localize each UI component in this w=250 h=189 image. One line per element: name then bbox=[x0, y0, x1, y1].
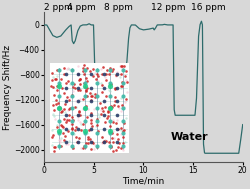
Text: 16 ppm: 16 ppm bbox=[190, 3, 224, 12]
Text: 12 ppm: 12 ppm bbox=[150, 3, 185, 12]
Y-axis label: Frequency Shift/Hz: Frequency Shift/Hz bbox=[4, 45, 13, 130]
Text: 2 ppm: 2 ppm bbox=[44, 3, 73, 12]
Text: 4 ppm: 4 ppm bbox=[67, 3, 96, 12]
Text: Water: Water bbox=[170, 132, 207, 142]
X-axis label: Time/min: Time/min bbox=[122, 177, 164, 186]
Text: 8 ppm: 8 ppm bbox=[104, 3, 132, 12]
